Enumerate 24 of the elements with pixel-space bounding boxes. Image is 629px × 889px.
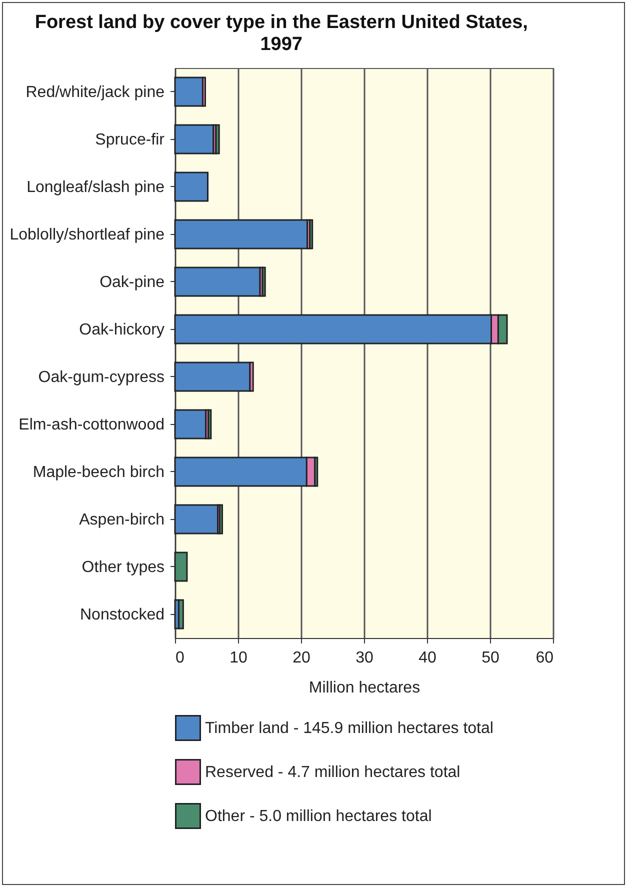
legend-label: Other - 5.0 million hectares total bbox=[205, 808, 432, 825]
y-tick-label: Oak-hickory bbox=[79, 321, 164, 338]
y-tick-label: Loblolly/shortleaf pine bbox=[10, 226, 165, 244]
y-tick-label: Red/white/jack pine bbox=[26, 84, 165, 101]
x-tick-label: 40 bbox=[418, 650, 436, 666]
x-axis-title: Million hectares bbox=[308, 680, 420, 696]
y-tick-label: Longleaf/slash pine bbox=[26, 178, 165, 196]
y-tick-label: Aspen-birch bbox=[79, 511, 164, 528]
y-tick-label: Elm-ash-cottonwood bbox=[18, 416, 164, 434]
chart-title: Forest land by cover type in the Eastern United States, 1997 bbox=[34, 12, 528, 55]
legend-label: Timber land - 145.9 million hectares total bbox=[205, 720, 494, 737]
x-tick-label: 60 bbox=[536, 650, 554, 666]
y-tick-label: Other types bbox=[82, 558, 164, 576]
x-tick-label: 50 bbox=[482, 650, 500, 666]
x-tick-label: 30 bbox=[356, 650, 374, 666]
x-tick-label: 20 bbox=[292, 650, 310, 666]
y-tick-label: Nonstocked bbox=[80, 606, 164, 624]
y-tick-label: Oak-pine bbox=[100, 274, 165, 291]
legend-label: Reserved - 4.7 million hectares total bbox=[205, 764, 460, 781]
x-tick-label: 10 bbox=[230, 650, 248, 666]
y-tick-label: Spruce-fir bbox=[95, 131, 166, 148]
y-tick-label: Maple-beech birch bbox=[32, 464, 164, 481]
y-tick-label: Oak-gum-cypress bbox=[38, 368, 164, 386]
x-tick-label: 0 bbox=[176, 650, 184, 666]
